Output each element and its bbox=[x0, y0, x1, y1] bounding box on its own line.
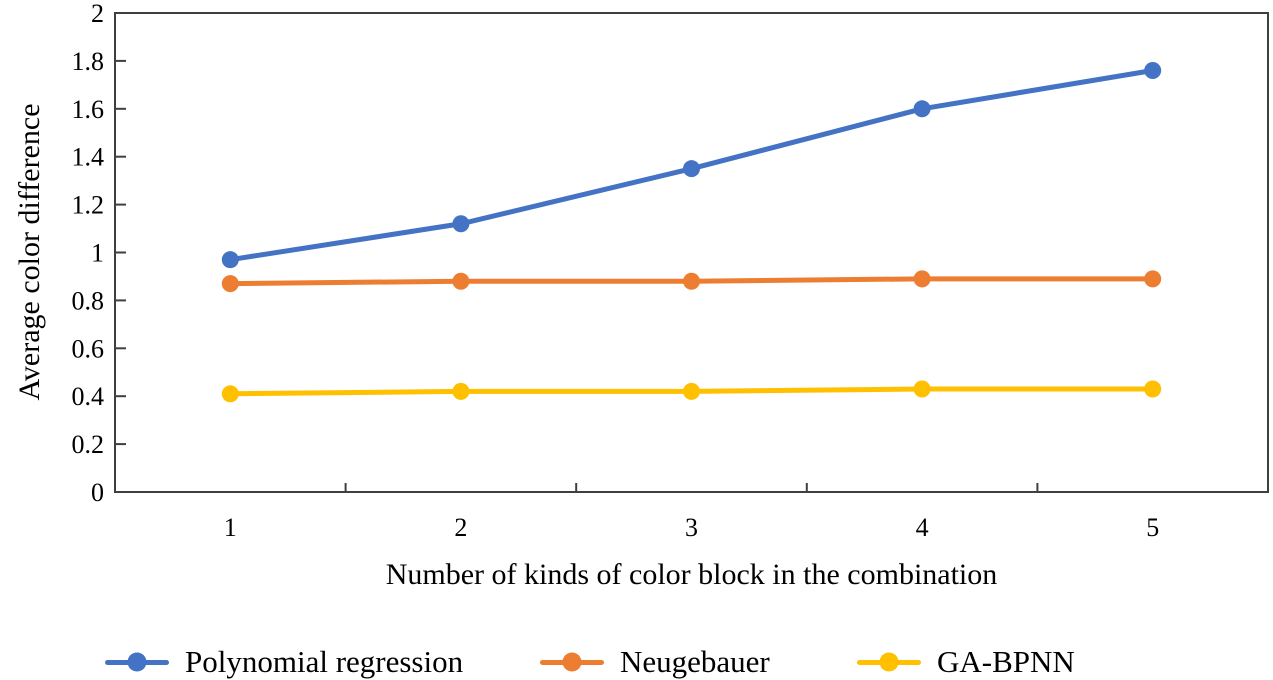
data-point-marker bbox=[913, 270, 931, 288]
x-tick-label: 5 bbox=[1146, 513, 1159, 542]
y-tick-label: 1.8 bbox=[72, 47, 105, 76]
x-tick-label: 4 bbox=[916, 513, 929, 542]
data-point-marker bbox=[221, 385, 239, 403]
data-point-marker bbox=[452, 215, 470, 233]
y-tick-label: 1.4 bbox=[72, 143, 105, 172]
y-tick-label: 0.8 bbox=[72, 286, 105, 315]
y-tick-label: 0.2 bbox=[72, 430, 105, 459]
x-tick-label: 3 bbox=[685, 513, 698, 542]
plot-frame bbox=[114, 12, 1269, 493]
x-tick-label: 2 bbox=[454, 513, 467, 542]
data-point-marker bbox=[1144, 61, 1162, 79]
data-point-marker bbox=[913, 100, 931, 118]
data-point-marker bbox=[221, 275, 239, 293]
data-point-marker bbox=[452, 272, 470, 290]
data-point-marker bbox=[913, 380, 931, 398]
y-tick-label: 1.2 bbox=[72, 191, 105, 220]
data-point-marker bbox=[683, 382, 700, 400]
y-tick-label: 0 bbox=[91, 478, 104, 507]
y-axis-title: Average color difference bbox=[13, 103, 46, 401]
y-tick-label: 0.6 bbox=[72, 334, 105, 363]
x-tick-label: 1 bbox=[224, 513, 237, 542]
x-axis-title: Number of kinds of color block in the co… bbox=[385, 558, 998, 591]
data-point-marker bbox=[1144, 270, 1162, 288]
data-point-marker bbox=[452, 382, 470, 400]
y-tick-label: 0.4 bbox=[72, 382, 105, 411]
data-point-marker bbox=[683, 272, 700, 290]
y-tick-label: 1 bbox=[91, 239, 104, 268]
data-point-marker bbox=[1144, 380, 1162, 398]
y-tick-label: 2 bbox=[91, 0, 104, 28]
y-tick-label: 1.6 bbox=[72, 95, 105, 124]
data-point-marker bbox=[221, 251, 239, 269]
data-point-marker bbox=[683, 160, 700, 178]
